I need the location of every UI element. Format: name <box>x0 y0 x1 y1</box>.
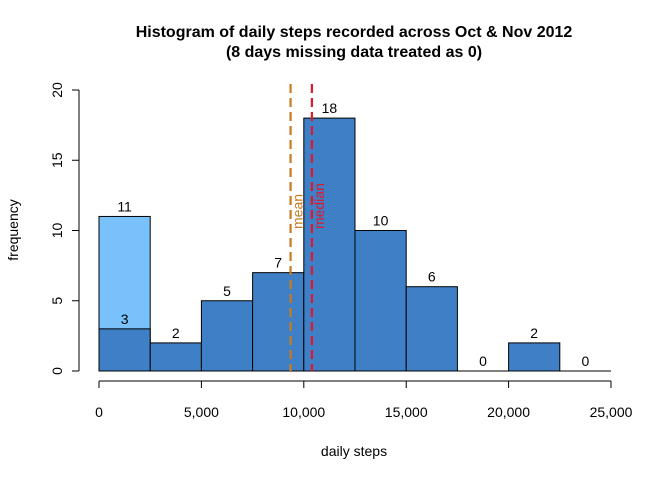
bar-series1-bin2 <box>200 300 254 372</box>
x-tick-label-0: 0 <box>95 404 103 420</box>
y-tick-label-4: 20 <box>49 82 65 98</box>
bar-series1-bin1 <box>149 342 202 372</box>
y-tick-label-1: 5 <box>49 297 65 305</box>
bar-label-series1-bin7: 0 <box>479 353 487 369</box>
bar-series1-bin3 <box>252 272 305 372</box>
bar-label-series1-bin5: 10 <box>373 213 389 229</box>
bar-series1-bin5 <box>354 230 407 372</box>
bar-label-series1-bin8: 2 <box>530 325 538 341</box>
x-axis-label: daily steps <box>321 443 387 459</box>
ref-label-mean: mean <box>290 194 306 229</box>
bar-label-series0-bin0: 11 <box>117 198 132 214</box>
y-tick-label-2: 10 <box>49 223 65 239</box>
chart-title-line2: (8 days missing data treated as 0) <box>226 44 482 61</box>
bar-series1-bin6 <box>405 286 458 372</box>
bar-label-series1-bin2: 5 <box>223 283 231 299</box>
chart-title-line1: Histogram of daily steps recorded across… <box>136 24 573 41</box>
bar-labels-layer: 11 3 2 5 7 18 10 6 0 2 0 <box>117 100 589 369</box>
bar-series1-bin8 <box>508 342 561 372</box>
bar-series1-bin0 <box>98 328 151 372</box>
x-tick-label-3: 15,000 <box>385 404 428 420</box>
bar-label-series1-bin4: 18 <box>322 100 338 116</box>
bar-label-series1-bin1: 2 <box>172 325 180 341</box>
x-tick-label-4: 20,000 <box>487 404 530 420</box>
y-tick-label-3: 15 <box>49 152 65 168</box>
reference-lines-layer: mean median <box>289 84 327 371</box>
bar-label-series1-bin3: 7 <box>274 255 282 271</box>
y-axis: 0 5 10 15 20 <box>49 82 80 375</box>
bar-label-series1-bin6: 6 <box>428 269 436 285</box>
y-tick-label-0: 0 <box>49 367 65 375</box>
bar-label-series1-bin0: 3 <box>121 311 129 327</box>
x-tick-label-2: 10,000 <box>282 404 325 420</box>
x-tick-label-1: 5,000 <box>184 404 219 420</box>
ref-label-median: median <box>311 183 327 229</box>
bar-label-series1-bin9: 0 <box>582 353 590 369</box>
y-axis-label: frequency <box>5 199 21 260</box>
x-tick-label-5: 25,000 <box>590 404 633 420</box>
x-axis: 0 5,000 10,000 15,000 20,000 25,000 <box>95 380 633 420</box>
